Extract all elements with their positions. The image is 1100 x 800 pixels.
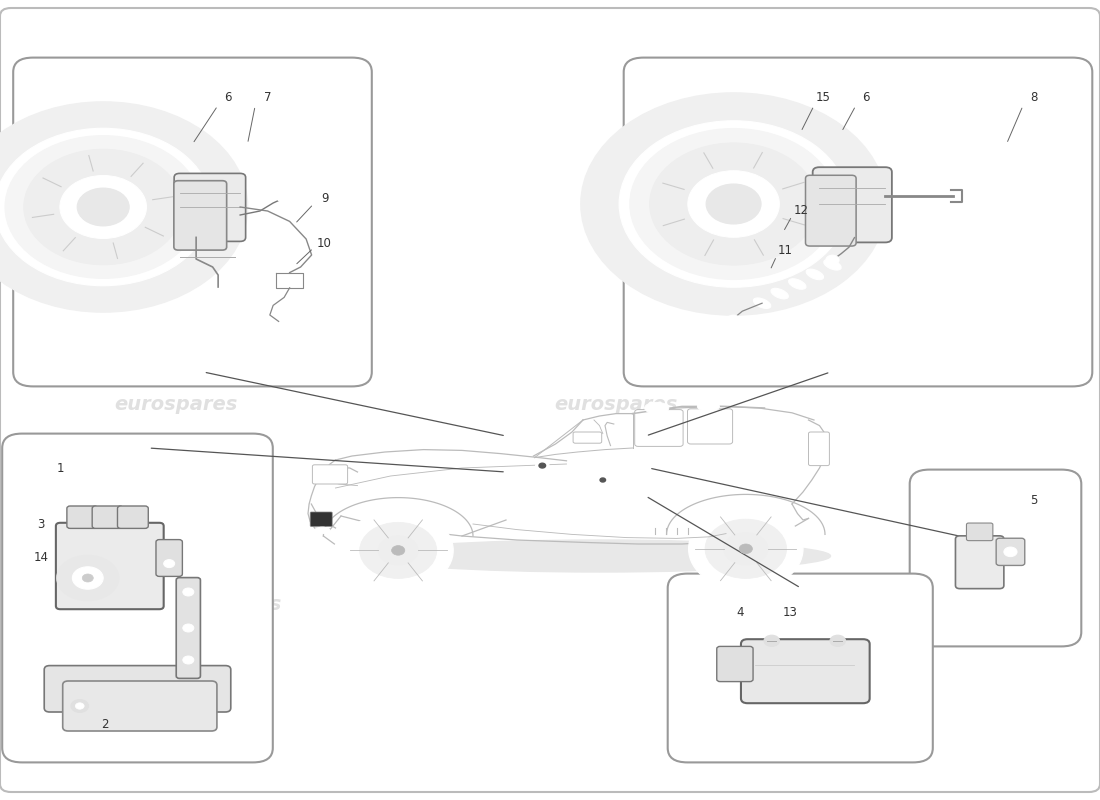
Circle shape <box>536 461 549 470</box>
FancyBboxPatch shape <box>156 540 183 576</box>
Circle shape <box>70 699 88 712</box>
Text: eurospares: eurospares <box>114 394 238 414</box>
Circle shape <box>6 135 201 278</box>
Circle shape <box>164 560 175 568</box>
Circle shape <box>706 184 761 224</box>
Text: 1: 1 <box>57 462 64 474</box>
FancyBboxPatch shape <box>56 523 164 610</box>
Circle shape <box>57 555 119 600</box>
FancyBboxPatch shape <box>624 58 1092 386</box>
Text: 8: 8 <box>1031 91 1037 104</box>
Text: 10: 10 <box>317 237 332 250</box>
Ellipse shape <box>806 269 824 280</box>
Text: 14: 14 <box>33 551 48 564</box>
FancyBboxPatch shape <box>312 465 348 484</box>
FancyBboxPatch shape <box>92 506 123 529</box>
Ellipse shape <box>368 540 830 572</box>
Circle shape <box>24 150 183 265</box>
FancyBboxPatch shape <box>717 646 754 682</box>
FancyBboxPatch shape <box>813 167 892 242</box>
FancyBboxPatch shape <box>44 666 231 712</box>
Text: 2: 2 <box>101 718 108 730</box>
FancyBboxPatch shape <box>310 512 332 526</box>
FancyBboxPatch shape <box>67 506 98 529</box>
FancyBboxPatch shape <box>2 434 273 762</box>
Circle shape <box>830 635 846 646</box>
FancyBboxPatch shape <box>174 181 227 250</box>
FancyBboxPatch shape <box>805 175 856 246</box>
Circle shape <box>581 93 887 315</box>
FancyBboxPatch shape <box>910 470 1081 646</box>
Circle shape <box>0 128 211 286</box>
Text: 15: 15 <box>815 91 830 104</box>
Circle shape <box>77 188 129 226</box>
Text: 3: 3 <box>37 518 44 530</box>
FancyBboxPatch shape <box>635 410 683 446</box>
Text: 7: 7 <box>264 91 271 104</box>
Circle shape <box>650 143 817 265</box>
Text: eurospares: eurospares <box>158 594 282 614</box>
Text: 4: 4 <box>737 606 744 618</box>
Circle shape <box>75 702 84 709</box>
FancyBboxPatch shape <box>956 536 1004 589</box>
Ellipse shape <box>824 259 842 270</box>
FancyBboxPatch shape <box>174 174 245 242</box>
Text: eurospares: eurospares <box>675 594 799 614</box>
Circle shape <box>183 588 194 596</box>
Circle shape <box>726 315 741 326</box>
FancyBboxPatch shape <box>118 506 148 529</box>
Ellipse shape <box>754 298 771 309</box>
Text: 12: 12 <box>793 204 808 217</box>
Ellipse shape <box>789 278 806 290</box>
Circle shape <box>539 463 546 468</box>
Circle shape <box>739 544 752 554</box>
Text: 13: 13 <box>782 606 797 618</box>
Circle shape <box>360 522 437 578</box>
FancyBboxPatch shape <box>0 8 1100 792</box>
Circle shape <box>343 510 453 590</box>
Circle shape <box>688 170 780 238</box>
Circle shape <box>705 519 786 578</box>
Circle shape <box>1004 547 1018 557</box>
Ellipse shape <box>315 527 330 534</box>
FancyBboxPatch shape <box>808 432 829 466</box>
Circle shape <box>630 129 837 279</box>
Circle shape <box>601 478 606 482</box>
Circle shape <box>392 546 405 555</box>
Circle shape <box>619 121 848 287</box>
Ellipse shape <box>771 288 789 299</box>
Circle shape <box>59 175 146 238</box>
Ellipse shape <box>645 402 669 414</box>
FancyBboxPatch shape <box>741 639 870 703</box>
FancyBboxPatch shape <box>967 523 993 541</box>
Circle shape <box>724 533 768 565</box>
FancyBboxPatch shape <box>13 58 372 386</box>
Circle shape <box>183 656 194 664</box>
Circle shape <box>764 635 780 646</box>
Circle shape <box>73 566 103 589</box>
Circle shape <box>689 507 803 590</box>
Circle shape <box>378 536 418 565</box>
FancyBboxPatch shape <box>668 574 933 762</box>
Text: 5: 5 <box>1031 494 1037 506</box>
Circle shape <box>0 102 248 312</box>
FancyBboxPatch shape <box>573 432 602 443</box>
Circle shape <box>82 574 94 582</box>
Circle shape <box>597 476 608 484</box>
Text: 9: 9 <box>321 192 328 205</box>
Text: 11: 11 <box>778 244 793 257</box>
FancyBboxPatch shape <box>688 409 733 444</box>
Circle shape <box>183 624 194 632</box>
Text: 6: 6 <box>224 91 231 104</box>
FancyBboxPatch shape <box>63 681 217 731</box>
Ellipse shape <box>697 402 719 411</box>
Circle shape <box>276 191 292 202</box>
Text: eurospares: eurospares <box>554 394 678 414</box>
FancyBboxPatch shape <box>997 538 1025 566</box>
Text: 6: 6 <box>862 91 869 104</box>
FancyBboxPatch shape <box>176 578 200 678</box>
Circle shape <box>826 255 839 265</box>
